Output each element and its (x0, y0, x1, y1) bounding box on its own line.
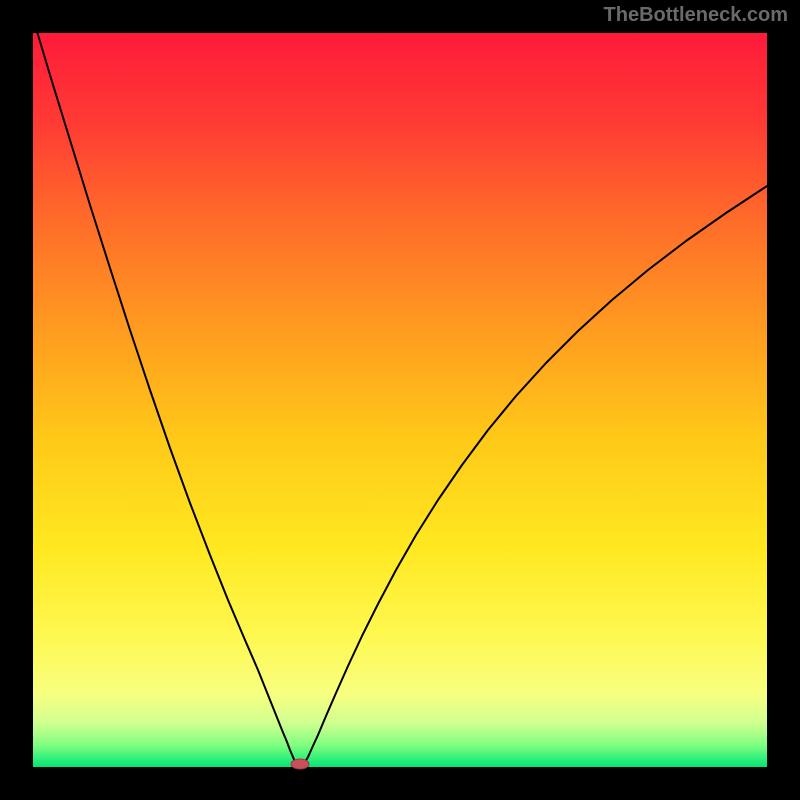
watermark-text: TheBottleneck.com (604, 4, 788, 27)
minimum-marker (291, 759, 309, 769)
chart-svg (0, 0, 800, 800)
plot-area (33, 33, 767, 767)
chart-container: TheBottleneck.com (0, 0, 800, 800)
